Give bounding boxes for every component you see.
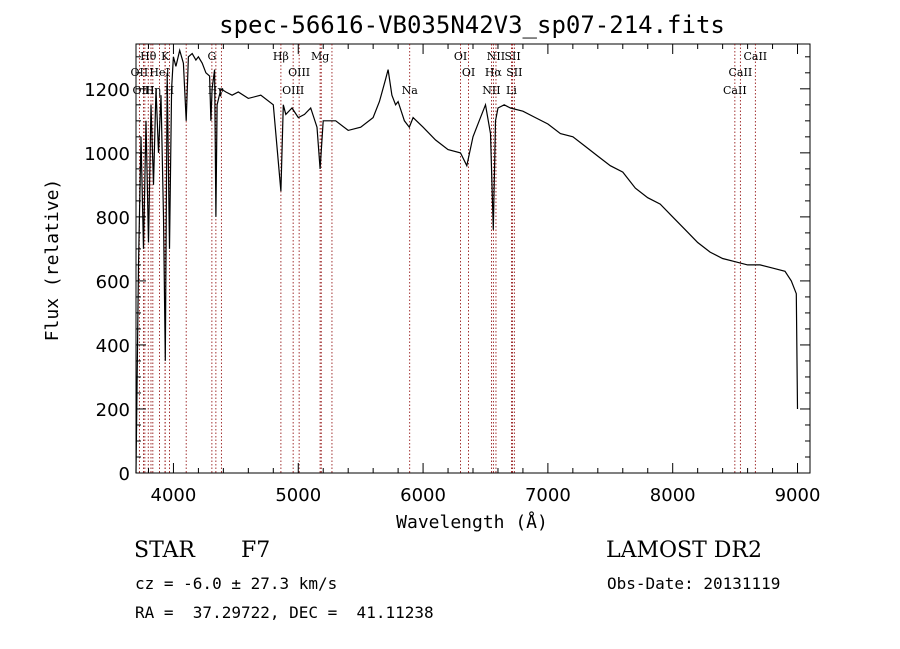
spectral-line-label: K [161,50,170,63]
y-tick-label: 200 [96,400,130,421]
spectral-line-label: Hβ [273,50,289,63]
spectral-line-label: Mg [311,50,329,63]
x-tick-label: 7000 [525,485,571,506]
spectrum-line [135,48,799,474]
spectral-line-label: CaII [743,50,767,63]
y-tick-label: 1000 [84,144,130,165]
spectral-line-label: OIII [282,84,304,97]
spectral-line-label: HeI [149,66,169,79]
x-tick-label: 5000 [275,485,321,506]
spectral-line-label: G [207,50,216,63]
spectral-line-label: Na [402,84,419,97]
spectral-line-label: OIII [132,84,154,97]
spectral-line-label: Hη [145,84,161,97]
y-axis-ticks: 0 200 400 600 800 1000 1200 [84,56,810,485]
coordinates-text: RA = 37.29722, DEC = 41.11238 [135,603,434,622]
spectral-line-label: CaII [729,66,753,79]
y-tick-label: 600 [96,272,130,293]
class-label: STAR [134,538,195,563]
chart-title: spec-56616-VB035N42V3_sp07-214.fits [219,11,725,39]
y-tick-label: 800 [96,208,130,229]
spectral-line-label: OIII [288,66,310,79]
x-tick-label: 8000 [650,485,696,506]
x-axis-ticks: 4000 5000 6000 7000 8000 9000 [147,44,821,506]
y-tick-label: 0 [119,464,130,485]
x-tick-label: 4000 [151,485,197,506]
spectral-line-label: Hθ [140,50,157,63]
plot-frame [135,43,811,474]
spectral-line-label: H [165,84,175,97]
spectral-line-markers [138,44,756,473]
spectral-line-label: SII [504,50,520,63]
spectral-line-label: Li [506,84,517,97]
x-tick-label: 6000 [400,485,446,506]
redshift-text: cz = -6.0 ± 27.3 km/s [135,574,338,593]
spectral-line-label: CaII [723,84,747,97]
obs-date-text: Obs-Date: 20131119 [607,574,781,593]
spectral-line-label: NII [482,84,500,97]
spectral-line-label: SII [506,66,522,79]
y-tick-label: 400 [96,336,130,357]
survey-label: LAMOST DR2 [606,538,762,563]
spectral-line-label: NII [487,50,505,63]
spectral-line-label: Hα [485,66,503,79]
x-tick-label: 9000 [775,485,821,506]
spectral-line-label: OI [462,66,475,79]
spectral-line-label: OI [454,50,467,63]
subclass-label: F7 [241,538,271,563]
x-axis-label: Wavelength (Å) [396,511,548,533]
y-tick-label: 1200 [84,80,130,101]
y-axis-label: Flux (relative) [42,179,63,342]
